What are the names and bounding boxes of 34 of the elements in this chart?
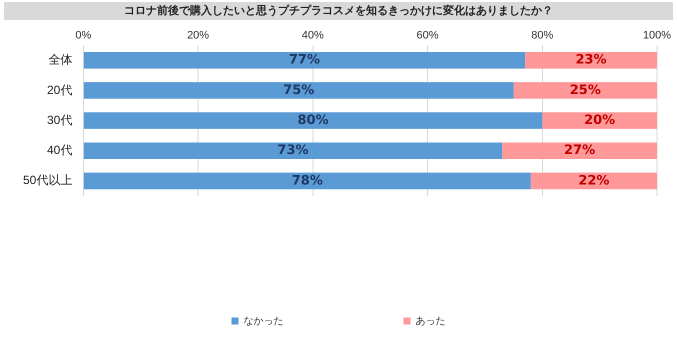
- x-tick-label: 40%: [302, 30, 324, 42]
- data-label: 80%: [297, 112, 329, 128]
- x-tick-label: 0%: [75, 30, 92, 42]
- data-label: 20%: [584, 112, 616, 128]
- bar: [525, 52, 657, 69]
- data-label: 75%: [283, 82, 314, 98]
- x-tick-label: 20%: [187, 30, 210, 42]
- legend-label: あった: [416, 316, 446, 327]
- y-tick-label: 30代: [46, 112, 72, 127]
- bar: [84, 112, 542, 129]
- data-label: 73%: [277, 143, 309, 158]
- y-tick-label: 40代: [46, 143, 72, 158]
- bar: [84, 82, 514, 99]
- bar: [514, 82, 657, 99]
- bar: [84, 172, 531, 190]
- x-tick-label: 80%: [531, 30, 554, 42]
- bar: [502, 142, 657, 160]
- bar: [84, 52, 526, 69]
- y-tick-label: 50代以上: [22, 173, 72, 188]
- data-label: 25%: [570, 82, 601, 98]
- bar: [530, 172, 657, 190]
- chart-title: コロナ前後で購入したいと思うプチプラコスメを知るきっかけに変化はありましたか？: [4, 2, 673, 20]
- bar: [542, 112, 657, 129]
- x-tick-label: 100%: [642, 30, 672, 42]
- data-label: 77%: [288, 52, 320, 68]
- data-label: 22%: [578, 173, 610, 188]
- y-tick-label: 20代: [46, 82, 72, 97]
- x-tick-label: 60%: [416, 30, 439, 42]
- data-label: 78%: [292, 173, 323, 188]
- bar: [84, 142, 502, 160]
- data-label: 23%: [575, 52, 607, 68]
- legend-label: なかった: [244, 316, 284, 327]
- data-label: 27%: [564, 143, 596, 158]
- y-tick-label: 全体: [48, 52, 72, 67]
